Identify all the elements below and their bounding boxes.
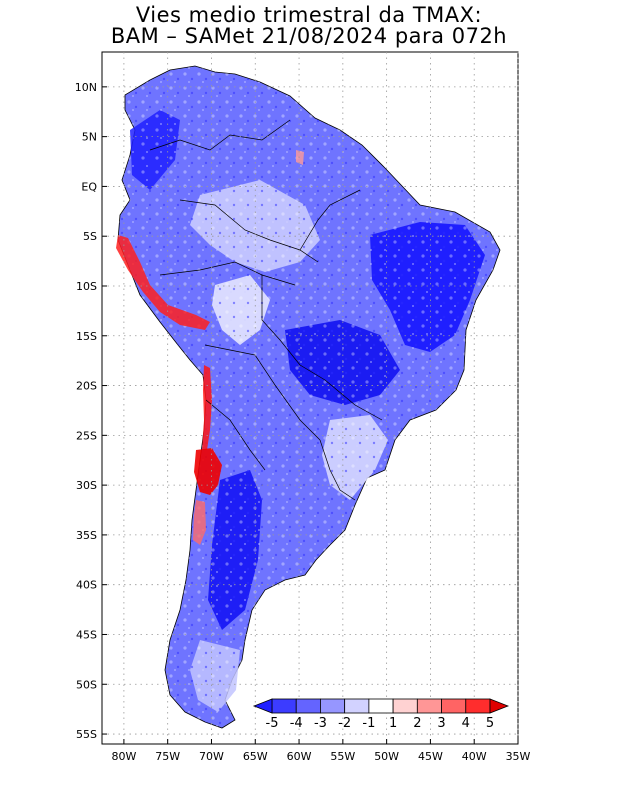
lon-tick-label: 65W xyxy=(243,750,268,763)
map-title-line-2: BAM – SAMet 21/08/2024 para 072h xyxy=(110,24,508,48)
lat-tick-label: 40S xyxy=(76,579,97,592)
map-title-line-1: Vies medio trimestral da TMAX: xyxy=(135,3,483,27)
colorbar-swatch xyxy=(465,698,491,714)
colorbar-label: 2 xyxy=(413,716,421,731)
colorbar-label: -1 xyxy=(362,716,375,731)
lat-tick-label: 20S xyxy=(76,380,97,393)
positive-bias-amazon-spot xyxy=(296,150,304,165)
latitude-labels: 10N 5N EQ 5S 10S 15S 20S 25S 30S 35S 40S 45S 50S 55S xyxy=(75,81,107,741)
country-borders xyxy=(149,119,383,501)
colorbar-swatch xyxy=(344,698,370,714)
colorbar-label: -3 xyxy=(314,716,327,731)
lon-tick-label: 40W xyxy=(462,750,487,763)
lon-tick-label: 55W xyxy=(330,750,355,763)
colorbar-swatch xyxy=(295,698,321,714)
longitude-labels: 80W 75W 70W 65W 60W 55W 50W 45W 40W 35W xyxy=(111,739,531,763)
lon-tick-label: 45W xyxy=(418,750,443,763)
colorbar-label: -4 xyxy=(290,716,303,731)
colorbar-swatch xyxy=(392,698,418,714)
positive-bias-chile-central xyxy=(193,500,206,545)
colorbar-max-arrow xyxy=(489,698,510,714)
colorbar-label: -2 xyxy=(338,716,351,731)
colorbar-min-arrow xyxy=(252,698,273,714)
lon-tick-label: 35W xyxy=(506,750,531,763)
positive-bias-atacama xyxy=(194,448,222,495)
positive-bias-chile-north xyxy=(202,365,212,450)
lon-tick-label: 60W xyxy=(287,750,312,763)
lat-tick-label: EQ xyxy=(81,180,97,193)
colorbar-label: 5 xyxy=(486,716,494,731)
lat-tick-label: 50S xyxy=(76,678,97,691)
lat-tick-label: 15S xyxy=(76,330,97,343)
lat-tick-label: 10N xyxy=(75,81,97,94)
colorbar-swatch xyxy=(368,698,394,714)
colorbar-label: -5 xyxy=(266,716,279,731)
colorbar-swatch xyxy=(320,698,346,714)
colorbar-swatch xyxy=(416,698,442,714)
continent-layer xyxy=(116,65,501,729)
colorbar: -5 -4 -3 -2 -1 1 2 3 4 5 xyxy=(252,698,510,731)
colorbar-label: 1 xyxy=(389,716,397,731)
lon-tick-label: 80W xyxy=(111,750,136,763)
colorbar-label: 3 xyxy=(437,716,445,731)
lat-tick-label: 5S xyxy=(83,230,97,243)
lat-tick-label: 25S xyxy=(76,429,97,442)
lat-tick-label: 5N xyxy=(82,131,97,144)
graticule xyxy=(102,52,519,744)
colorbar-swatch xyxy=(271,698,297,714)
lat-tick-label: 55S xyxy=(76,728,97,741)
colorbar-label: 4 xyxy=(462,716,470,731)
lon-tick-label: 50W xyxy=(374,750,399,763)
positive-bias-peru xyxy=(116,235,210,330)
lon-tick-label: 70W xyxy=(199,750,224,763)
colorbar-swatch xyxy=(441,698,467,714)
lat-tick-label: 10S xyxy=(76,280,97,293)
lat-tick-label: 45S xyxy=(76,628,97,641)
lon-tick-label: 75W xyxy=(155,750,180,763)
lat-tick-label: 35S xyxy=(76,529,97,542)
lat-tick-label: 30S xyxy=(76,479,97,492)
